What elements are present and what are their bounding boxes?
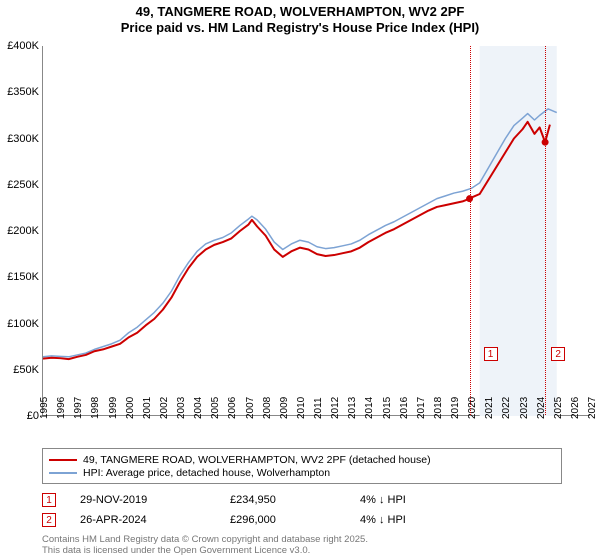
legend-box: 49, TANGMERE ROAD, WOLVERHAMPTON, WV2 2P… xyxy=(42,448,562,484)
x-tick-label: 2001 xyxy=(142,397,153,419)
y-tick-label: £150K xyxy=(7,271,39,283)
sale-row: 1 29-NOV-2019£234,9504% ↓ HPI xyxy=(42,490,582,510)
x-tick-label: 2009 xyxy=(279,397,290,419)
x-tick-label: 2003 xyxy=(176,397,187,419)
x-tick-label: 2015 xyxy=(382,397,393,419)
x-tick-label: 2008 xyxy=(262,397,273,419)
x-tick-label: 1998 xyxy=(90,397,101,419)
sale-rows: 1 29-NOV-2019£234,9504% ↓ HPI 2 26-APR-2024… xyxy=(42,490,582,530)
y-tick-label: £300K xyxy=(7,133,39,145)
x-tick-label: 1999 xyxy=(108,397,119,419)
x-tick-label: 2005 xyxy=(210,397,221,419)
sale-change: 4% ↓ HPI xyxy=(360,514,480,526)
sale-price: £234,950 xyxy=(230,494,360,506)
legend-swatch xyxy=(49,459,77,461)
sale-date: 29-NOV-2019 xyxy=(80,494,230,506)
marker-vline xyxy=(545,46,546,415)
sale-marker: 2 xyxy=(42,513,56,527)
y-tick-label: £200K xyxy=(7,225,39,237)
x-tick-label: 2021 xyxy=(484,397,495,419)
credit-line-2: This data is licensed under the Open Gov… xyxy=(42,545,368,556)
chart-area: £0£50K£100K£150K£200K£250K£300K£350K£400… xyxy=(42,46,590,416)
title-line-1: 49, TANGMERE ROAD, WOLVERHAMPTON, WV2 2P… xyxy=(0,4,600,20)
plot-area: £0£50K£100K£150K£200K£250K£300K£350K£400… xyxy=(42,46,590,416)
x-tick-label: 2004 xyxy=(193,397,204,419)
marker-label-box: 2 xyxy=(551,347,565,361)
legend-row: 49, TANGMERE ROAD, WOLVERHAMPTON, WV2 2P… xyxy=(49,454,555,466)
y-tick-label: £50K xyxy=(13,364,39,376)
x-tick-label: 2023 xyxy=(519,397,530,419)
x-tick-label: 2025 xyxy=(553,397,564,419)
sale-price: £296,000 xyxy=(230,514,360,526)
y-tick-label: £400K xyxy=(7,40,39,52)
x-tick-label: 2018 xyxy=(433,397,444,419)
x-tick-label: 1997 xyxy=(73,397,84,419)
x-tick-label: 2017 xyxy=(416,397,427,419)
legend-row: HPI: Average price, detached house, Wolv… xyxy=(49,467,555,479)
x-tick-label: 2022 xyxy=(501,397,512,419)
chart-container: 49, TANGMERE ROAD, WOLVERHAMPTON, WV2 2P… xyxy=(0,0,600,560)
legend-label: HPI: Average price, detached house, Wolv… xyxy=(83,467,330,479)
x-tick-label: 2012 xyxy=(330,397,341,419)
sale-change: 4% ↓ HPI xyxy=(360,494,480,506)
y-tick-label: £0 xyxy=(27,410,39,422)
credit-line-1: Contains HM Land Registry data © Crown c… xyxy=(42,534,368,545)
credit-text: Contains HM Land Registry data © Crown c… xyxy=(42,534,368,557)
y-tick-label: £100K xyxy=(7,318,39,330)
x-tick-label: 2013 xyxy=(347,397,358,419)
series-price_paid xyxy=(43,122,550,359)
chart-svg xyxy=(43,46,591,416)
legend-label: 49, TANGMERE ROAD, WOLVERHAMPTON, WV2 2P… xyxy=(83,454,431,466)
x-tick-label: 2019 xyxy=(450,397,461,419)
x-tick-label: 2011 xyxy=(313,397,324,419)
x-tick-label: 2026 xyxy=(570,397,581,419)
sale-marker: 1 xyxy=(42,493,56,507)
x-tick-label: 2000 xyxy=(125,397,136,419)
title-line-2: Price paid vs. HM Land Registry's House … xyxy=(0,20,600,36)
title-block: 49, TANGMERE ROAD, WOLVERHAMPTON, WV2 2P… xyxy=(0,0,600,37)
x-tick-label: 2027 xyxy=(587,397,598,419)
legend-swatch xyxy=(49,472,77,474)
x-tick-label: 2002 xyxy=(159,397,170,419)
x-tick-label: 2006 xyxy=(227,397,238,419)
x-tick-label: 2010 xyxy=(296,397,307,419)
y-tick-label: £250K xyxy=(7,179,39,191)
sale-row: 2 26-APR-2024£296,0004% ↓ HPI xyxy=(42,510,582,530)
marker-label-box: 1 xyxy=(484,347,498,361)
x-tick-label: 2014 xyxy=(364,397,375,419)
x-tick-label: 1995 xyxy=(39,397,50,419)
x-tick-label: 2016 xyxy=(399,397,410,419)
marker-vline xyxy=(470,46,471,415)
y-tick-label: £350K xyxy=(7,86,39,98)
sale-date: 26-APR-2024 xyxy=(80,514,230,526)
x-tick-label: 2007 xyxy=(245,397,256,419)
x-tick-label: 1996 xyxy=(56,397,67,419)
